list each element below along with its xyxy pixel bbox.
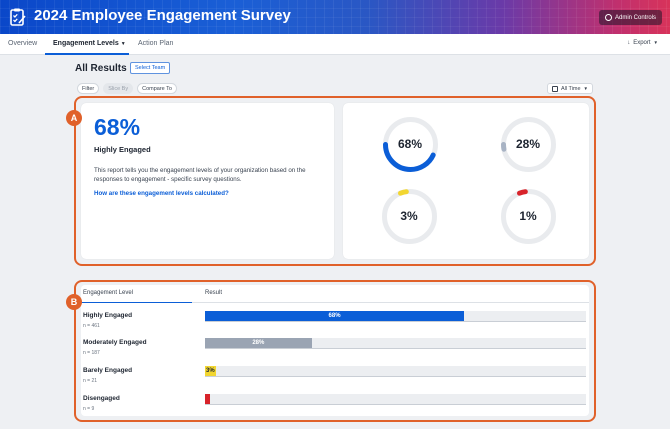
tab-bar: Overview Engagement Levels ▼ Action Plan…	[0, 34, 670, 55]
result-bar: 28%	[205, 338, 586, 349]
marker-a: A	[66, 110, 82, 126]
row-count: n = 21	[83, 378, 98, 384]
admin-controls-label: Admin Controls	[614, 14, 656, 21]
clipboard-check-icon	[10, 8, 26, 26]
summary-card	[81, 103, 334, 259]
time-range-select[interactable]: All Time ▼	[546, 83, 593, 94]
column-header-level: Engagement Level	[83, 290, 134, 296]
header-divider	[81, 302, 589, 303]
row-label: Barely Engaged	[83, 367, 133, 374]
header-texture	[0, 0, 670, 34]
download-icon: ↓	[627, 40, 631, 46]
highly-engaged-percent: 68%	[94, 114, 141, 140]
admin-controls-button[interactable]: Admin Controls	[598, 10, 662, 25]
donut-value: 3%	[400, 209, 418, 223]
donut-track	[381, 188, 437, 244]
chevron-down-icon: ▼	[653, 40, 658, 45]
highlight-box-a	[74, 96, 596, 266]
donut-value: 1%	[519, 209, 537, 223]
donut-arc	[382, 116, 438, 172]
export-label: Export	[633, 40, 651, 46]
time-range-value: All Time	[560, 85, 581, 92]
result-bar-fill	[205, 338, 312, 348]
donut-arc	[500, 116, 556, 172]
chevron-down-icon: ▼	[583, 86, 588, 91]
row-count: n = 187	[83, 350, 100, 356]
gear-icon	[604, 14, 612, 21]
row-count: n = 461	[83, 323, 100, 329]
export-button[interactable]: ↓ Export ▼	[627, 40, 658, 46]
donut-chart	[382, 116, 438, 172]
result-bar	[205, 394, 586, 405]
tab-action-plan[interactable]: Action Plan	[138, 40, 174, 47]
result-percent: 68%	[328, 313, 341, 319]
row-label: Highly Engaged	[83, 312, 133, 319]
donut-chart	[381, 188, 437, 244]
page-title: All Results	[75, 63, 127, 74]
marker-b: B	[66, 294, 82, 310]
donut-chart	[500, 188, 556, 244]
result-bar: 68%	[205, 311, 586, 322]
compare-to-button[interactable]: Compare To	[137, 83, 177, 94]
filter-button[interactable]: Filter	[77, 83, 100, 94]
calculation-help-link[interactable]: How are these engagement levels calculat…	[94, 190, 229, 197]
survey-title: 2024 Employee Engagement Survey	[34, 7, 291, 24]
summary-level-title: Highly Engaged	[94, 145, 151, 154]
filter-bar: Filter Slice By Compare To	[77, 83, 177, 94]
result-bar-fill	[205, 311, 465, 321]
calendar-icon	[551, 85, 558, 92]
donut-chart	[500, 116, 556, 172]
result-bar-fill	[205, 394, 210, 404]
sort-indicator	[81, 302, 192, 303]
result-percent: 3%	[206, 368, 215, 374]
chevron-down-icon: ▼	[120, 41, 126, 47]
tab-engagement-levels[interactable]: Engagement Levels ▼	[53, 40, 126, 47]
row-count: n = 9	[83, 406, 95, 412]
tab-engagement-levels-label: Engagement Levels	[53, 40, 119, 47]
column-header-result: Result	[205, 290, 223, 296]
donut-value: 28%	[515, 137, 541, 151]
row-label: Moderately Engaged	[83, 339, 147, 346]
row-label: Disengaged	[83, 395, 120, 402]
active-tab-indicator	[45, 53, 129, 55]
summary-description: This report tells you the engagement lev…	[94, 167, 306, 183]
app-header: 2024 Employee Engagement Survey Admin Co…	[0, 0, 670, 34]
select-team-button[interactable]: Select Team	[130, 62, 171, 74]
result-bar: 3%	[205, 366, 586, 377]
donut-value: 68%	[397, 137, 423, 151]
result-percent: 28%	[252, 340, 265, 346]
highlight-box-b	[74, 280, 596, 422]
donut-track	[500, 188, 556, 244]
slice-by-button[interactable]: Slice By	[103, 83, 134, 94]
result-bar-fill	[205, 366, 217, 376]
tab-overview[interactable]: Overview	[8, 40, 38, 47]
